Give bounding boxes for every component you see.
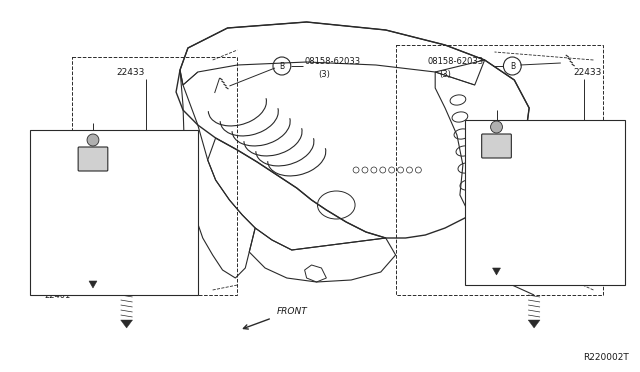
Circle shape [491, 121, 502, 133]
Text: 22465: 22465 [35, 211, 61, 219]
Text: 08158-62033: 08158-62033 [428, 57, 483, 65]
Text: FRONT: FRONT [277, 308, 308, 317]
Text: 22433: 22433 [573, 67, 602, 77]
Text: B: B [279, 61, 284, 71]
Polygon shape [121, 320, 132, 328]
FancyBboxPatch shape [482, 134, 511, 158]
Bar [465, 120, 625, 285]
Text: 22401: 22401 [554, 266, 580, 275]
Text: 22433+A: 22433+A [529, 144, 568, 153]
Bar [29, 130, 198, 295]
Text: 22468: 22468 [54, 186, 81, 195]
Text: B: B [510, 61, 515, 71]
Polygon shape [493, 268, 500, 275]
Polygon shape [528, 320, 540, 328]
Text: (3): (3) [439, 70, 451, 78]
Text: R220002T: R220002T [584, 353, 629, 362]
FancyBboxPatch shape [78, 147, 108, 171]
Text: 08158-62033: 08158-62033 [305, 57, 361, 65]
Text: 22433+A: 22433+A [42, 154, 81, 163]
Text: 22468: 22468 [504, 177, 531, 186]
Polygon shape [89, 281, 97, 288]
Circle shape [87, 134, 99, 146]
Text: (3): (3) [319, 70, 330, 78]
Text: 22433: 22433 [116, 67, 145, 77]
Text: 22465: 22465 [534, 201, 561, 209]
Text: 22401: 22401 [45, 291, 71, 299]
